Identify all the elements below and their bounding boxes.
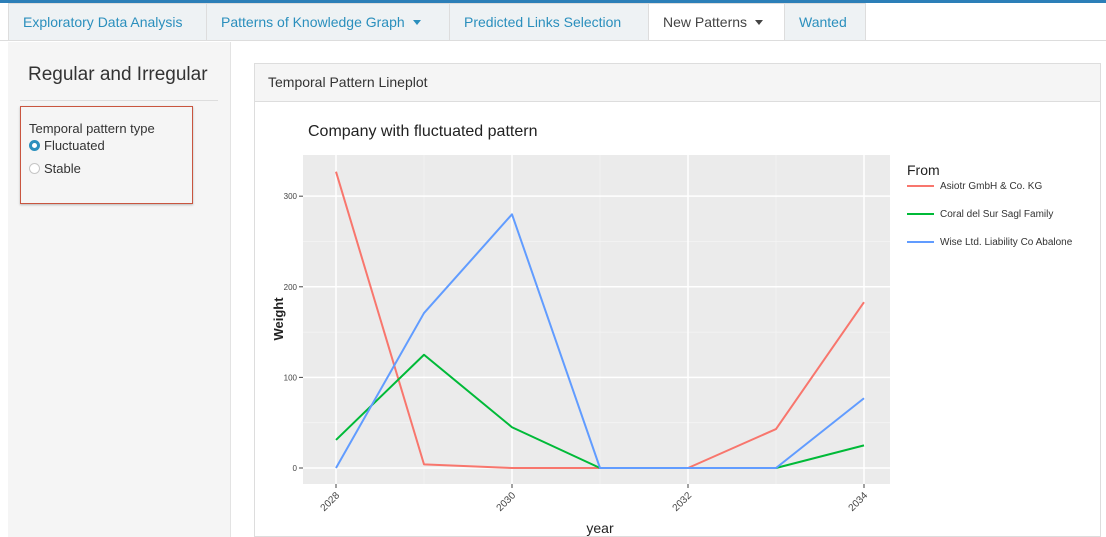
x-axis-label: year [586,520,614,536]
radio-label-fluctuated: Fluctuated [44,138,105,153]
lineplot-chart: Company with fluctuated pattern 2028 2030… [271,123,1073,536]
tab-label: Patterns of Knowledge Graph [221,14,405,30]
y-axis-label: Weight [271,297,286,341]
series-line [335,213,865,469]
legend-label: Coral del Sur Sagl Family [940,209,1053,220]
tab-wanted[interactable]: Wanted [784,3,866,40]
x-tick-label: 2032 [671,490,695,514]
top-accent-line [0,0,1106,3]
legend: From Asiotr GmbH & Co. KG Coral del Sur S… [907,162,1073,248]
plot-area [303,155,890,484]
sidebar-title: Regular and Irregular [28,64,208,85]
tab-exploratory-data-analysis[interactable]: Exploratory Data Analysis [8,3,207,40]
divider [20,100,218,101]
series-lines [335,171,865,469]
x-tick-label: 2028 [319,490,343,514]
radio-label-stable: Stable [44,161,81,176]
pattern-type-radio-group: Temporal pattern type Fluctuated Stable [20,106,193,204]
legend-title: From [907,162,940,178]
y-tick-label: 0 [293,464,298,473]
tab-label: Predicted Links Selection [464,14,622,30]
x-tick-label: 2034 [847,490,871,514]
radio-unselected-icon [29,163,40,174]
sidebar: Regular and Irregular Temporal pattern t… [8,42,231,537]
radio-stable[interactable]: Stable [29,161,81,176]
chart-title: Company with fluctuated pattern [308,123,537,140]
tab-new-patterns[interactable]: New Patterns [648,3,785,40]
legend-label: Asiotr GmbH & Co. KG [940,181,1042,192]
radio-fluctuated[interactable]: Fluctuated [29,138,105,153]
tab-label: Exploratory Data Analysis [23,14,183,30]
tab-label: Wanted [799,14,847,30]
panel-title: Temporal Pattern Lineplot [255,64,1100,102]
y-tick-label: 200 [284,283,298,292]
x-tick-label: 2030 [495,490,519,514]
tab-label: New Patterns [663,14,748,30]
chevron-down-icon [412,19,421,25]
radio-selected-icon [29,140,40,151]
radio-group-label: Temporal pattern type [29,121,155,136]
tab-patterns-of-knowledge-graph[interactable]: Patterns of Knowledge Graph [206,3,450,40]
tab-predicted-links-selection[interactable]: Predicted Links Selection [449,3,649,40]
legend-label: Wise Ltd. Liability Co Abalone [940,237,1073,248]
y-tick-label: 100 [284,373,298,382]
chevron-down-icon [755,19,764,25]
y-tick-label: 300 [284,192,298,201]
navbar: Exploratory Data Analysis Patterns of Kn… [0,3,1106,41]
